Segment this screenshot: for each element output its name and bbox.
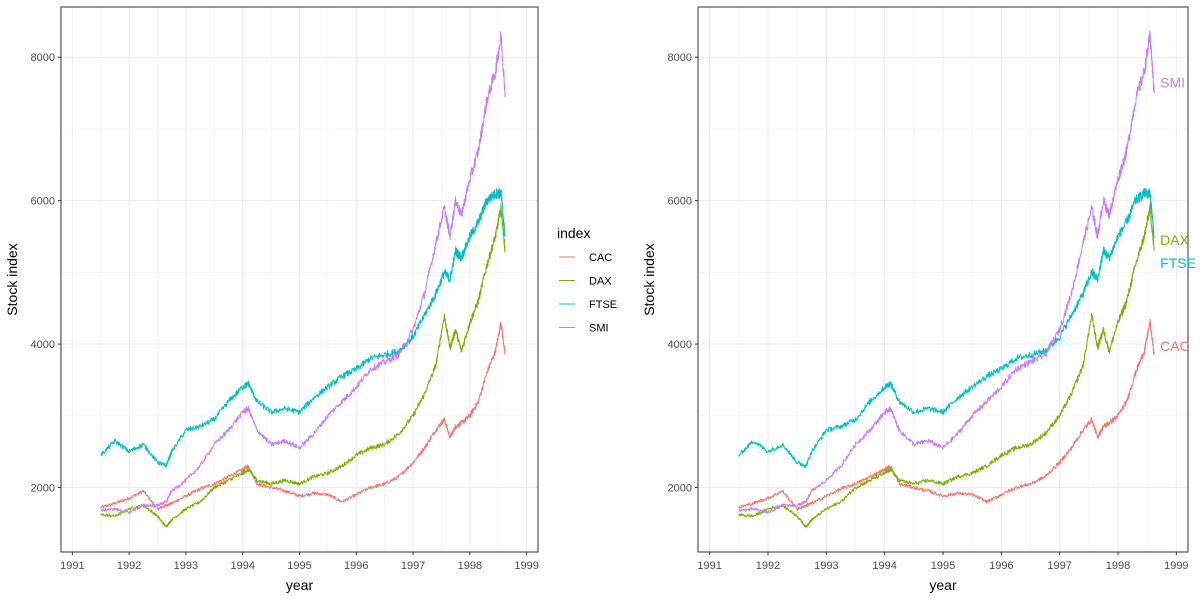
y-tick-label: 4000 (31, 339, 55, 351)
end-label-cac: CAC (1160, 338, 1190, 354)
x-tick-label: 1993 (814, 560, 838, 572)
chart-panel-2: 2000 4000 6000 8000 1991 1992 1993 1994 1995 1996… (641, 6, 1196, 593)
legend: index CAC DAX FTSE SMI (557, 225, 617, 335)
x-tick-label: 1999 (1164, 560, 1188, 572)
x-tick-label: 1991 (697, 560, 721, 572)
legend-label-dax: DAX (589, 276, 612, 288)
series-line-ftse (100, 188, 506, 468)
y-tick-label: 8000 (668, 52, 692, 64)
series-line-dax (738, 202, 1155, 528)
y-tick-label: 4000 (668, 339, 692, 351)
y-tick-label: 6000 (31, 196, 55, 208)
x-tick-label: 1993 (174, 560, 198, 572)
x-tick-label: 1995 (287, 560, 311, 572)
x-tick-label: 1998 (458, 560, 482, 572)
series-line-cac (100, 321, 506, 511)
x-tick-label: 1992 (117, 560, 141, 572)
legend-label-smi: SMI (589, 323, 609, 335)
chart-panel-1: 2000 4000 6000 8000 1991 1992 1993 1994 1995 1996… (4, 6, 617, 593)
legend-label-ftse: FTSE (589, 299, 617, 311)
x-axis-title: year (929, 577, 957, 593)
x-tick-label: 1998 (1106, 560, 1130, 572)
y-tick-label: 2000 (668, 482, 692, 494)
y-tick-label: 6000 (668, 196, 692, 208)
series-line-smi (100, 31, 506, 515)
x-tick-label: 1997 (1047, 560, 1071, 572)
series-line-cac (738, 318, 1155, 511)
legend-title: index (557, 225, 590, 241)
y-tick-label: 8000 (31, 52, 55, 64)
series-line-ftse (738, 187, 1155, 468)
legend-label-cac: CAC (589, 252, 612, 264)
x-tick-label: 1996 (989, 560, 1013, 572)
end-label-smi: SMI (1160, 74, 1185, 90)
y-axis-title: Stock index (4, 243, 20, 315)
y-tick-label: 2000 (31, 482, 55, 494)
x-tick-label: 1999 (514, 560, 538, 572)
x-axis-title: year (286, 577, 314, 593)
x-tick-label: 1994 (872, 560, 896, 572)
end-label-dax: DAX (1160, 232, 1189, 248)
x-tick-label: 1995 (931, 560, 955, 572)
end-label-ftse: FTSE (1160, 255, 1196, 271)
series-line-dax (100, 203, 506, 528)
series-line-smi (738, 30, 1155, 514)
x-tick-label: 1992 (756, 560, 780, 572)
y-axis-title: Stock index (641, 243, 657, 315)
x-tick-label: 1996 (344, 560, 368, 572)
x-tick-label: 1994 (230, 560, 254, 572)
x-tick-label: 1997 (401, 560, 425, 572)
x-tick-label: 1991 (60, 560, 84, 572)
